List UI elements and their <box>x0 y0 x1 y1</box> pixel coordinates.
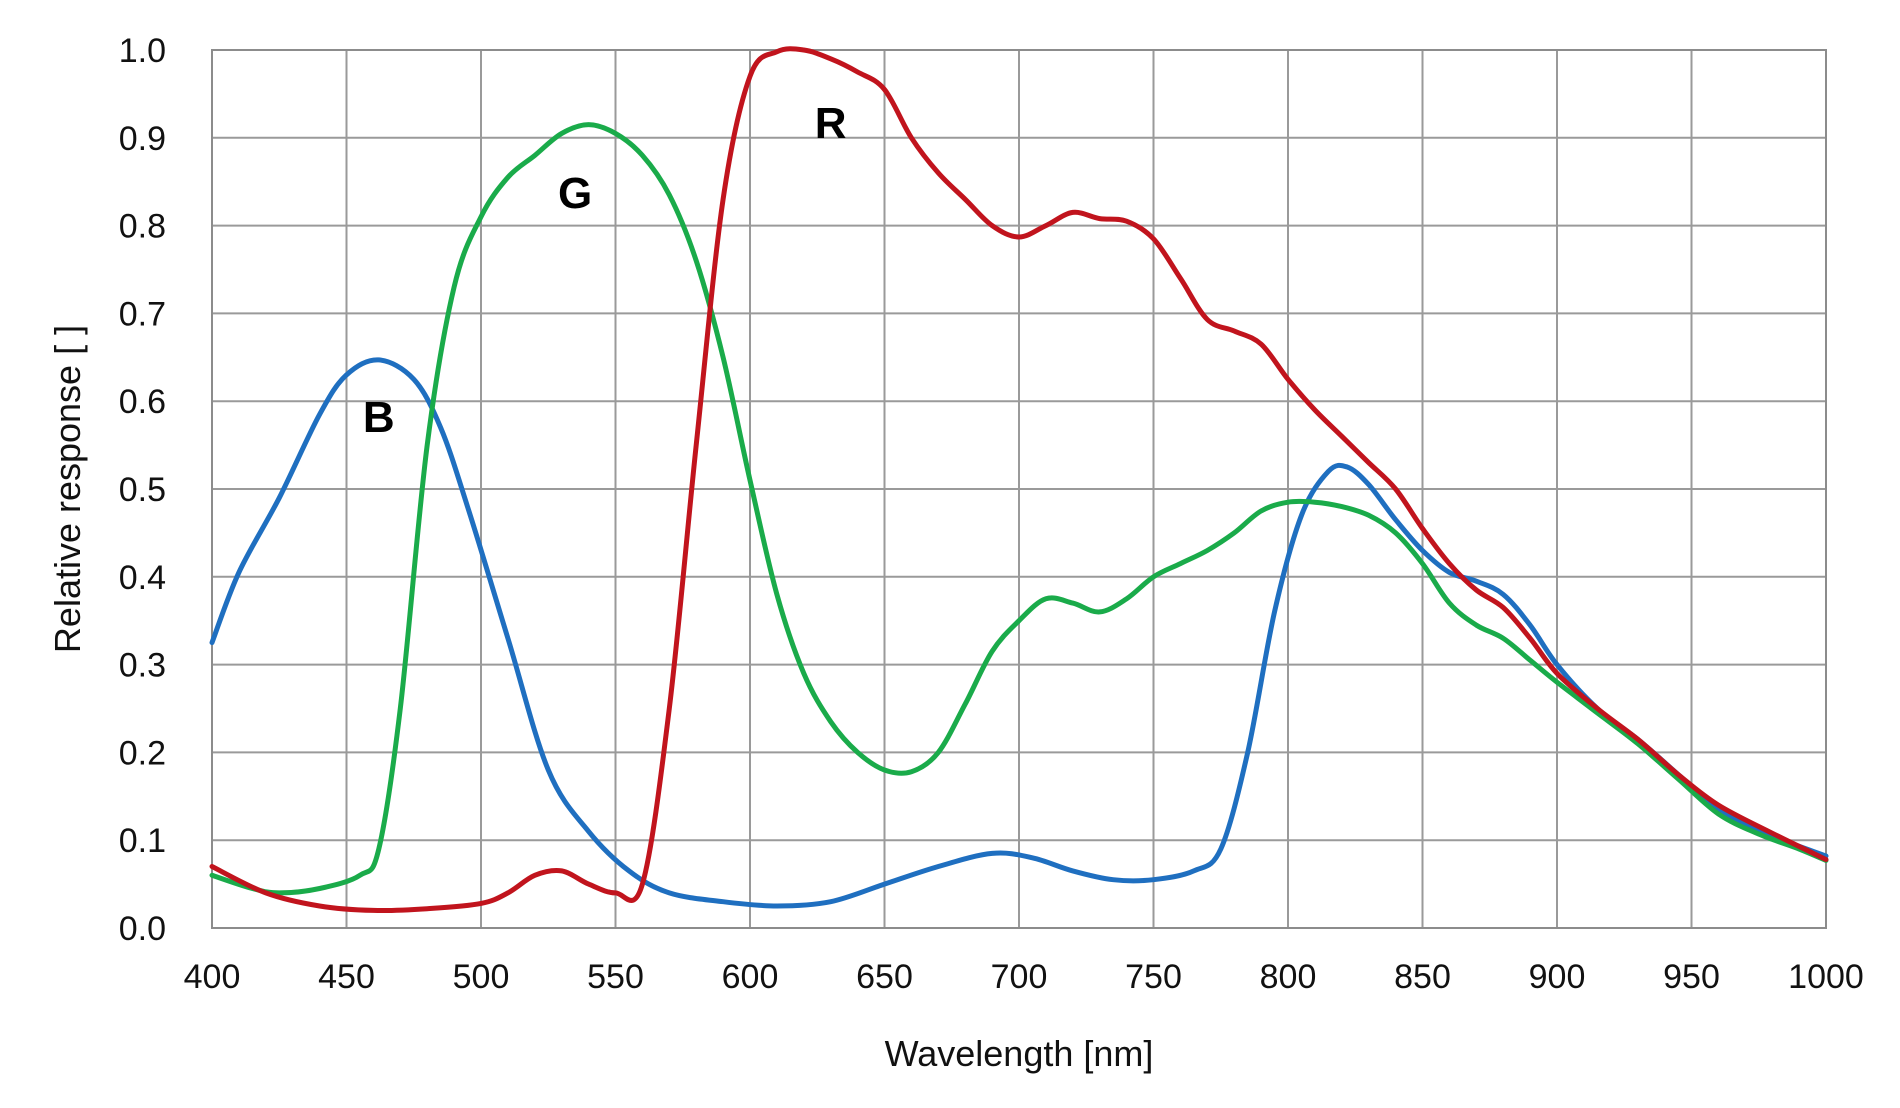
x-tick-label: 800 <box>1260 958 1317 996</box>
y-tick-label: 0.3 <box>119 647 166 685</box>
x-tick-label: 500 <box>453 958 510 996</box>
x-tick-label: 450 <box>318 958 375 996</box>
curve-label-r: R <box>815 99 847 148</box>
x-tick-label: 750 <box>1125 958 1182 996</box>
y-axis-ticks: 0.0 0.1 0.2 0.3 0.4 0.5 0.6 0.7 0.8 0.9 1.0 <box>119 32 166 948</box>
x-tick-label: 550 <box>587 958 644 996</box>
x-tick-label: 900 <box>1529 958 1586 996</box>
x-tick-label: 650 <box>856 958 913 996</box>
x-tick-label: 1000 <box>1788 958 1864 996</box>
x-tick-label: 850 <box>1394 958 1451 996</box>
y-tick-label: 1.0 <box>119 32 166 70</box>
y-tick-label: 0.2 <box>119 734 166 772</box>
x-axis-ticks: 400 450 500 550 600 650 700 750 800 850 900 950 1000 <box>184 958 1864 996</box>
y-tick-label: 0.5 <box>119 471 166 509</box>
x-tick-label: 700 <box>991 958 1048 996</box>
x-axis-title: Wavelength [nm] <box>885 1033 1154 1074</box>
y-tick-label: 0.8 <box>119 208 166 246</box>
x-tick-label: 400 <box>184 958 241 996</box>
curve-label-g: G <box>558 169 592 218</box>
y-tick-label: 0.0 <box>119 910 166 948</box>
curve-labels: B G R <box>363 99 847 442</box>
y-tick-label: 0.7 <box>119 295 166 333</box>
x-tick-label: 950 <box>1663 958 1720 996</box>
curve-r <box>209 46 1829 914</box>
x-tick-label: 600 <box>722 958 779 996</box>
curve-g <box>209 122 1829 896</box>
y-axis-title: Relative response [ ] <box>47 325 88 653</box>
curve-label-b: B <box>363 393 395 442</box>
y-tick-label: 0.4 <box>119 559 166 597</box>
curves <box>209 46 1829 914</box>
y-tick-label: 0.9 <box>119 120 166 158</box>
grid <box>211 49 1827 929</box>
y-tick-label: 0.1 <box>119 822 166 860</box>
plot-frame <box>211 49 1827 929</box>
y-tick-label: 0.6 <box>119 383 166 421</box>
curve-b <box>209 357 1829 909</box>
